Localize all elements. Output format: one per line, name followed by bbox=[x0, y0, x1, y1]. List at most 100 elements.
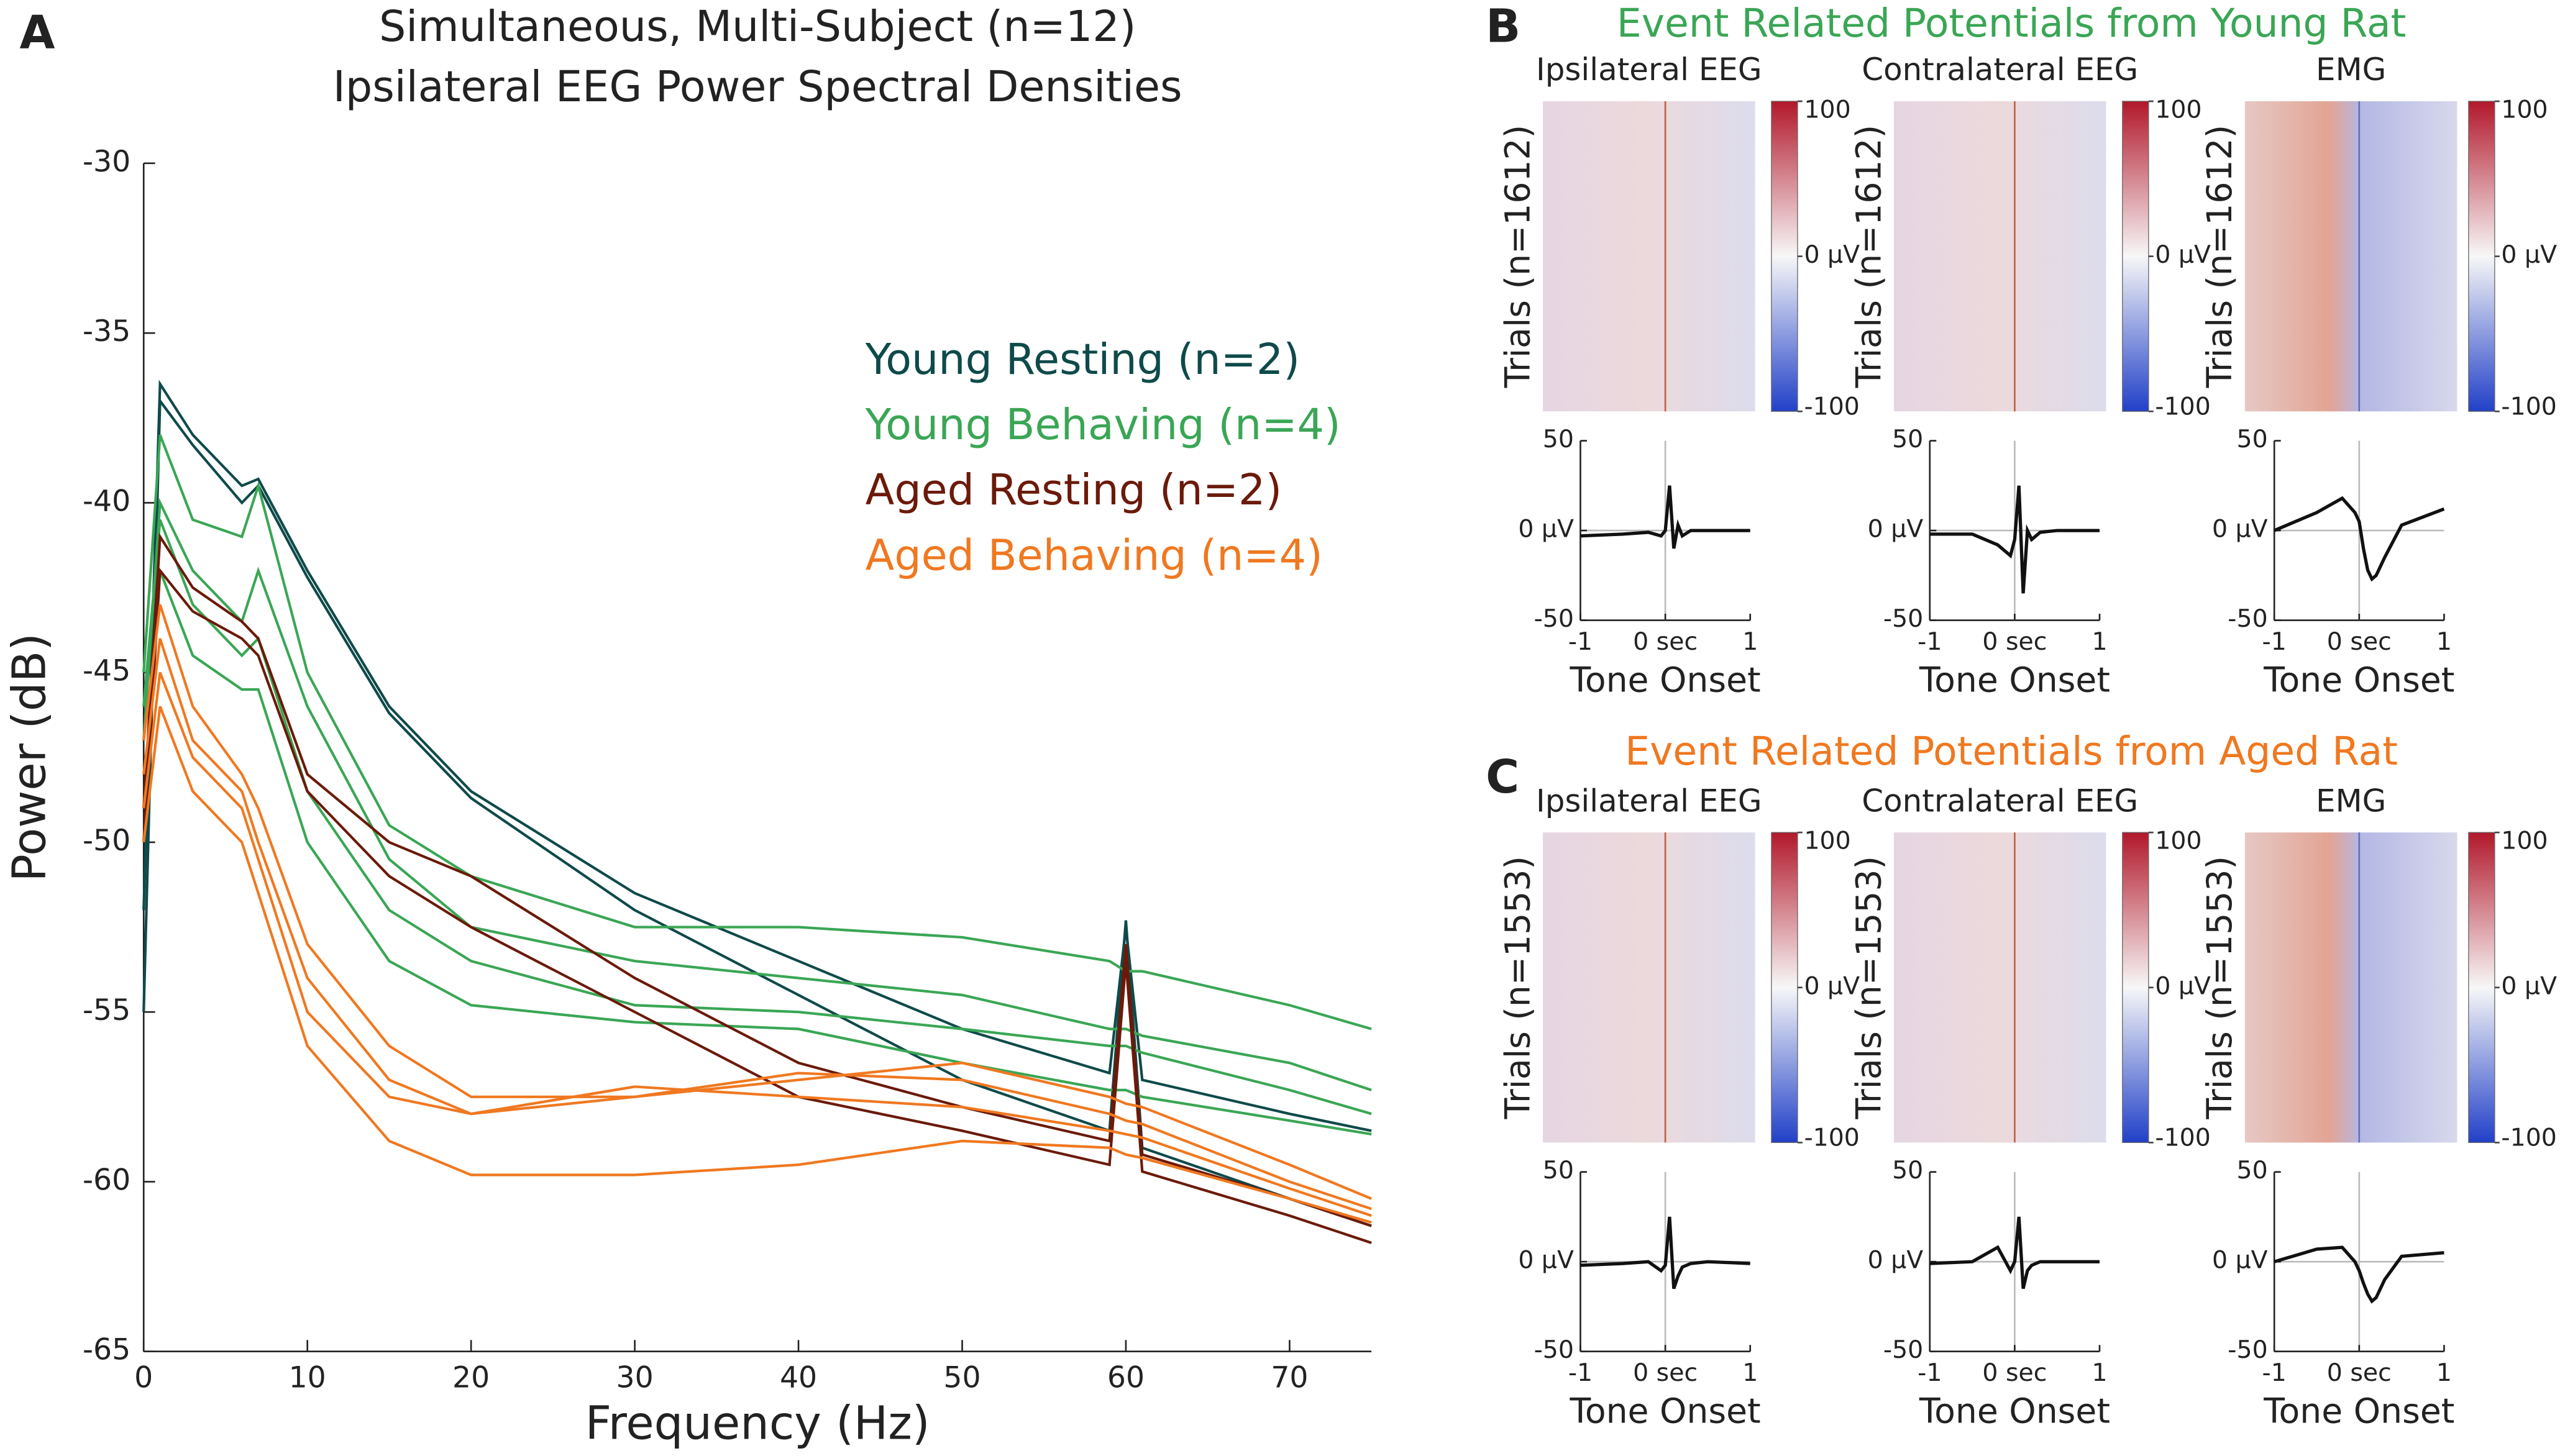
panel-label: C bbox=[1486, 751, 1519, 804]
psd-line bbox=[142, 570, 1372, 1136]
y-tick-label: -35 bbox=[83, 314, 130, 348]
x-axis-label: Tone Onset bbox=[1570, 661, 1761, 701]
erp-line bbox=[1580, 485, 1750, 549]
heatmap-y-label: Trials (n=1553) bbox=[2200, 856, 2240, 1120]
y-tick-label: 0 µV bbox=[1518, 515, 1574, 544]
x-tick-label: 0 sec bbox=[1982, 1358, 2047, 1387]
psd-line bbox=[142, 604, 1372, 1200]
y-tick-label: 0 µV bbox=[1518, 1246, 1574, 1275]
colorbar-tick-label: 100 bbox=[1804, 95, 1850, 124]
x-tick-label: 0 sec bbox=[1633, 627, 1698, 656]
x-axis-label: Tone Onset bbox=[1919, 661, 2110, 701]
panel-label: B bbox=[1486, 0, 1520, 53]
x-tick-label: 1 bbox=[1742, 627, 1758, 656]
y-axis-label: Power (dB) bbox=[4, 633, 57, 881]
y-tick-label: 0 µV bbox=[1868, 515, 1924, 544]
colorbar-tick-label: 0 µV bbox=[2155, 971, 2211, 1000]
colorbar-tick-label: -100 bbox=[1804, 393, 1859, 421]
colorbar-tick-label: -100 bbox=[1804, 1124, 1859, 1152]
erp-line bbox=[2274, 1245, 2444, 1304]
erp-line bbox=[1929, 1216, 2100, 1290]
y-tick-label: 50 bbox=[1892, 425, 1923, 453]
heatmap-y-label: Trials (n=1612) bbox=[2200, 125, 2240, 389]
x-tick-label: 1 bbox=[1742, 1358, 1758, 1387]
y-tick-label: 0 µV bbox=[2212, 1246, 2268, 1275]
chart-title: Ipsilateral EEG Power Spectral Densities bbox=[333, 63, 1182, 112]
x-tick-label: -1 bbox=[2262, 627, 2287, 656]
colorbar bbox=[1771, 101, 1798, 412]
y-tick-label: -30 bbox=[83, 145, 130, 179]
colorbar-tick-label: -100 bbox=[2155, 393, 2210, 421]
x-axis-label: Tone Onset bbox=[1919, 1392, 2110, 1432]
colorbar-tick-label: 100 bbox=[2501, 826, 2548, 855]
y-tick-label: 50 bbox=[1543, 1156, 1574, 1185]
group-title: Event Related Potentials from Young Rat bbox=[1617, 0, 2406, 46]
x-tick-label: 0 sec bbox=[2327, 1358, 2392, 1387]
colorbar bbox=[2122, 101, 2149, 412]
heatmap bbox=[1543, 832, 1755, 1143]
heatmap-y-label: Trials (n=1553) bbox=[1849, 856, 1889, 1120]
erp-line bbox=[1929, 485, 2100, 594]
heatmap-title: Contralateral EEG bbox=[1862, 52, 2138, 88]
heatmap bbox=[1543, 101, 1755, 412]
colorbar-tick-label: 0 µV bbox=[2501, 240, 2557, 269]
heatmap bbox=[1893, 101, 2106, 412]
y-tick-label: -50 bbox=[1883, 604, 1923, 633]
colorbar bbox=[2468, 101, 2495, 412]
colorbar-tick-label: -100 bbox=[2501, 393, 2556, 421]
erp-line bbox=[1580, 1216, 1750, 1290]
psd-line bbox=[142, 671, 1372, 1217]
x-tick-label: -1 bbox=[1568, 627, 1593, 656]
y-tick-label: -55 bbox=[83, 993, 130, 1027]
colorbar-tick-label: 100 bbox=[1804, 826, 1850, 855]
y-tick-label: -50 bbox=[83, 824, 130, 858]
x-tick-label: 40 bbox=[780, 1360, 817, 1395]
psd-line bbox=[142, 638, 1372, 1211]
x-tick-label: 30 bbox=[616, 1360, 654, 1395]
legend-entry: Young Resting (n=2) bbox=[865, 335, 1300, 384]
y-tick-label: -60 bbox=[83, 1163, 130, 1197]
x-tick-label: -1 bbox=[1568, 1358, 1593, 1387]
y-tick-label: -50 bbox=[1534, 1335, 1574, 1364]
colorbar-tick-label: 100 bbox=[2155, 826, 2201, 855]
y-tick-label: 50 bbox=[2237, 425, 2268, 453]
psd-line bbox=[142, 380, 1372, 1132]
legend-entry: Aged Resting (n=2) bbox=[866, 466, 1282, 515]
y-tick-label: -50 bbox=[1534, 604, 1574, 633]
y-tick-label: -50 bbox=[1883, 1335, 1923, 1364]
x-tick-label: 0 bbox=[134, 1360, 153, 1395]
y-tick-label: 50 bbox=[2237, 1156, 2268, 1185]
y-tick-label: -65 bbox=[83, 1333, 130, 1367]
colorbar-tick-label: 0 µV bbox=[1804, 240, 1860, 269]
heatmap bbox=[1893, 832, 2106, 1143]
heatmap-title: EMG bbox=[2316, 52, 2386, 88]
y-tick-label: 0 µV bbox=[2212, 515, 2268, 544]
heatmap-title: Ipsilateral EEG bbox=[1536, 52, 1762, 88]
erp-line bbox=[2274, 496, 2445, 582]
psd-line bbox=[142, 567, 1372, 1244]
colorbar-tick-label: 100 bbox=[2155, 95, 2201, 124]
legend-entry: Young Behaving (n=4) bbox=[865, 401, 1341, 450]
group-title: Event Related Potentials from Aged Rat bbox=[1625, 728, 2398, 774]
x-tick-label: 1 bbox=[2436, 1358, 2452, 1387]
colorbar bbox=[2468, 832, 2495, 1144]
x-tick-label: 0 sec bbox=[1982, 627, 2047, 656]
heatmap-title: EMG bbox=[2316, 783, 2386, 819]
x-tick-label: 1 bbox=[2091, 1358, 2107, 1387]
colorbar-tick-label: 0 µV bbox=[2155, 240, 2211, 269]
x-tick-label: -1 bbox=[1918, 627, 1942, 656]
heatmap-y-label: Trials (n=1612) bbox=[1498, 125, 1538, 389]
colorbar bbox=[1771, 832, 1798, 1144]
heatmap bbox=[2244, 832, 2457, 1143]
y-tick-label: -50 bbox=[2228, 1335, 2267, 1364]
x-axis-label: Tone Onset bbox=[2263, 661, 2454, 701]
heatmap-y-label: Trials (n=1612) bbox=[1849, 125, 1889, 389]
x-tick-label: 10 bbox=[289, 1360, 326, 1395]
psd-line bbox=[142, 532, 1372, 1227]
colorbar-tick-label: 0 µV bbox=[1804, 971, 1860, 1000]
y-tick-label: 0 µV bbox=[1868, 1246, 1924, 1275]
psd-line bbox=[142, 434, 1372, 1031]
x-axis-label: Tone Onset bbox=[2263, 1392, 2454, 1432]
x-tick-label: 20 bbox=[452, 1360, 490, 1395]
y-tick-label: -45 bbox=[83, 654, 130, 688]
